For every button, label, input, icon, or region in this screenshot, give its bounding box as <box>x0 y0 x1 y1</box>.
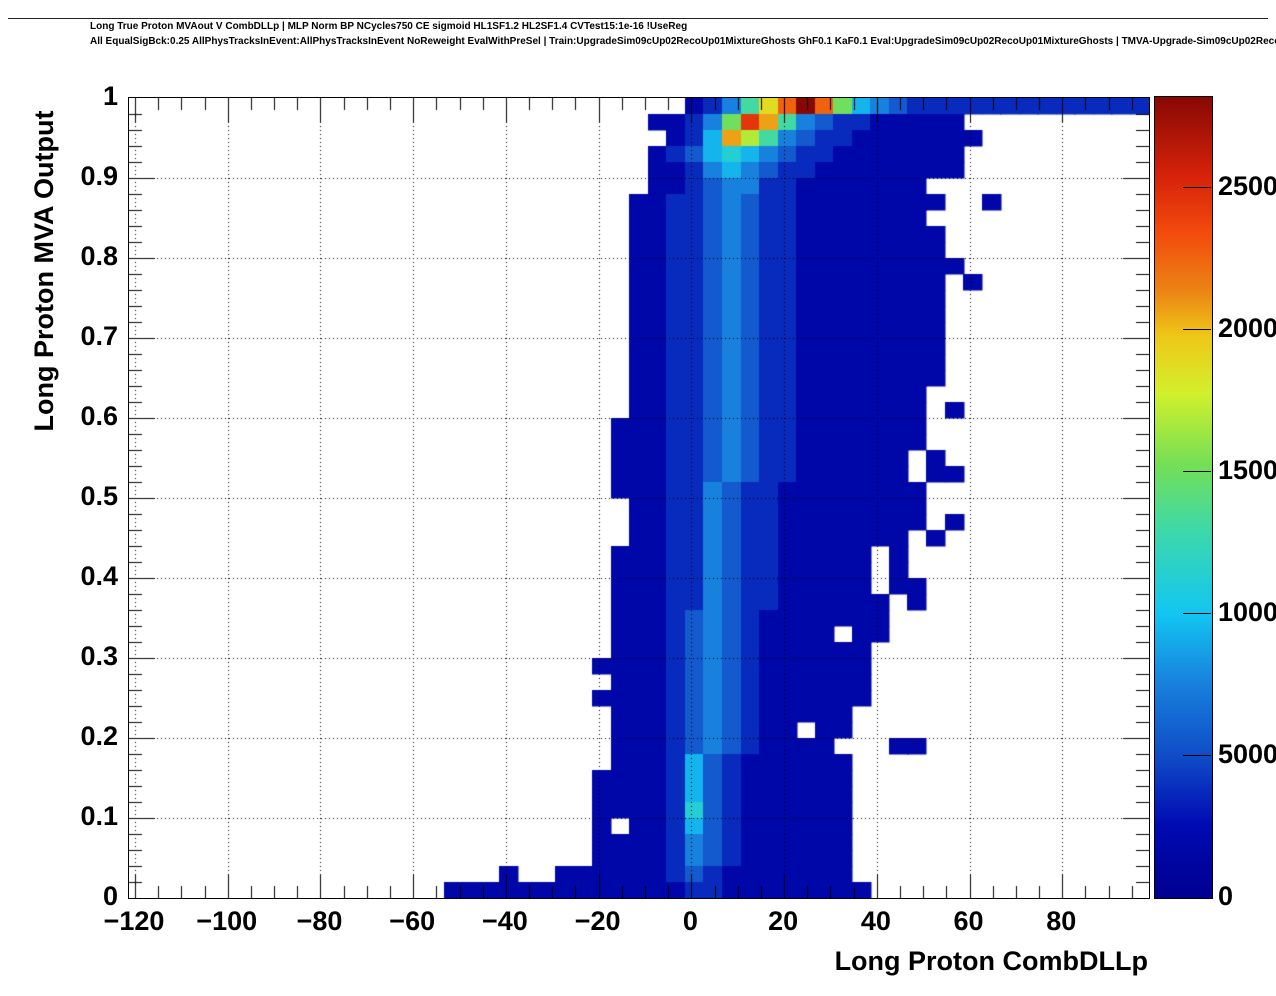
y-tick-label: 0.9 <box>80 161 118 191</box>
x-tick-label: −120 <box>103 906 165 936</box>
plot-title-line1: Long True Proton MVAout V CombDLLp | MLP… <box>90 21 688 32</box>
pad-border-line <box>8 18 1268 19</box>
color-scale-tick <box>1183 329 1211 330</box>
x-tick-label: −80 <box>296 906 343 936</box>
y-tick-label: 0.3 <box>80 641 118 671</box>
x-tick-label: −40 <box>482 906 528 936</box>
color-scale-tick <box>1183 755 1211 756</box>
y-tick-label: 0.4 <box>80 561 118 591</box>
y-tick-label: 0.2 <box>80 721 118 751</box>
plot-title-line2: All EqualSigBck:0.25 AllPhysTracksInEven… <box>90 36 1276 47</box>
color-scale-tick-label: 2500 <box>1218 170 1276 201</box>
heatmap-canvas <box>129 98 1149 898</box>
color-scale-tick-label: 5000 <box>1218 738 1276 769</box>
plot-frame <box>128 97 1150 899</box>
color-scale-tick <box>1183 187 1211 188</box>
color-scale-tick <box>1183 613 1211 614</box>
x-tick-label: 0 <box>682 906 698 936</box>
x-tick-label: 20 <box>768 906 799 936</box>
color-scale-tick <box>1183 471 1211 472</box>
color-scale-tick-label: 2000 <box>1218 312 1276 343</box>
y-tick-label: 0.6 <box>80 401 118 431</box>
x-tick-label: 40 <box>860 906 891 936</box>
color-scale-tick-label: 1000 <box>1218 596 1276 627</box>
y-tick-label: 0 <box>102 881 118 911</box>
x-axis-title: Long Proton CombDLLp <box>834 946 1148 976</box>
y-tick-label: 1 <box>102 81 118 111</box>
x-tick-label: 60 <box>953 906 984 936</box>
x-tick-label: −20 <box>574 906 621 936</box>
y-tick-label: 0.1 <box>80 801 118 831</box>
x-tick-label: −60 <box>389 906 436 936</box>
color-scale-tick-label: 0 <box>1218 881 1234 911</box>
x-tick-label: 80 <box>1046 906 1077 936</box>
color-scale-tick-label: 1500 <box>1218 454 1276 485</box>
y-tick-label: 0.8 <box>80 241 118 271</box>
y-tick-label: 0.5 <box>80 481 118 511</box>
color-scale-bar <box>1154 96 1213 899</box>
x-tick-label: −100 <box>196 906 258 936</box>
y-tick-label: 0.7 <box>80 321 118 351</box>
